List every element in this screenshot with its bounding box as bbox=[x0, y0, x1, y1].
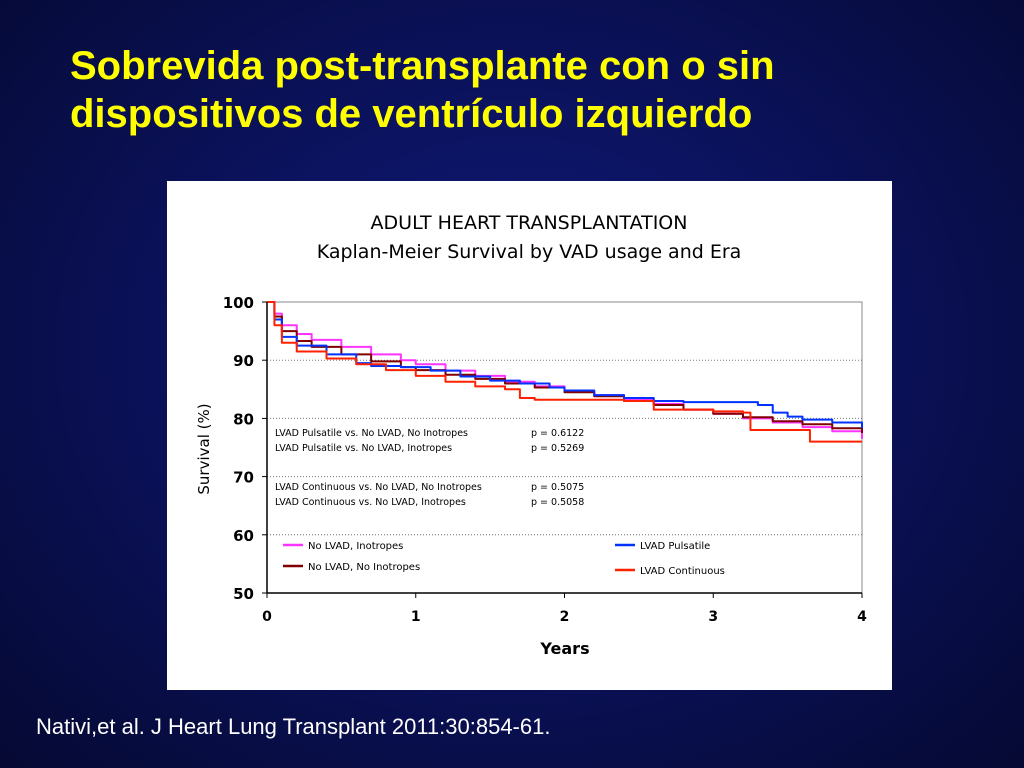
y-tick-label: 60 bbox=[233, 527, 254, 545]
slide-title-line-2: dispositivos de ventrículo izquierdo bbox=[70, 92, 753, 136]
chart-title: ADULT HEART TRANSPLANTATION bbox=[371, 212, 688, 234]
survival-chart: 50 60 70 80 90 100 0 1 2 3 4 ADULT HEART TRANSPLAN… bbox=[195, 212, 867, 658]
chart-legend: No LVAD, Inotropes No LVAD, No Inotropes L… bbox=[283, 541, 725, 577]
y-axis-label: Survival (%) bbox=[195, 403, 213, 494]
series-line-lvad-continuous bbox=[267, 301, 862, 443]
chart-subtitle: Kaplan-Meier Survival by VAD usage and E… bbox=[317, 241, 742, 263]
x-tick-label: 1 bbox=[411, 609, 421, 625]
annotation-p-value: p = 0.5058 bbox=[531, 497, 584, 508]
x-tick-label: 4 bbox=[857, 609, 867, 625]
chart-axes: 50 60 70 80 90 100 0 1 2 3 4 bbox=[223, 294, 867, 625]
annotation-p-value: p = 0.6122 bbox=[531, 428, 584, 439]
annotation-comparison: LVAD Pulsatile vs. No LVAD, Inotropes bbox=[275, 443, 452, 454]
annotation-p-value: p = 0.5269 bbox=[531, 443, 584, 454]
x-tick-label: 0 bbox=[262, 609, 272, 625]
x-tick-label: 2 bbox=[560, 609, 570, 625]
annotation-comparison: LVAD Continuous vs. No LVAD, Inotropes bbox=[275, 497, 466, 508]
citation: Nativi,et al. J Heart Lung Transplant 20… bbox=[36, 714, 551, 739]
annotation-p-value: p = 0.5075 bbox=[531, 482, 584, 493]
y-tick-label: 70 bbox=[233, 469, 254, 487]
y-tick-label: 100 bbox=[223, 294, 254, 312]
annotation-comparison: LVAD Pulsatile vs. No LVAD, No Inotropes bbox=[275, 428, 468, 439]
legend-label: No LVAD, No Inotropes bbox=[308, 562, 420, 573]
chart-series bbox=[267, 301, 863, 443]
slide-title-line-1: Sobrevida post-transplante con o sin bbox=[70, 44, 775, 88]
p-value-annotations: LVAD Pulsatile vs. No LVAD, No Inotropes… bbox=[275, 428, 584, 508]
legend-label: LVAD Pulsatile bbox=[640, 541, 710, 552]
x-tick-label: 3 bbox=[708, 609, 718, 625]
y-tick-label: 90 bbox=[233, 352, 254, 370]
legend-label: No LVAD, Inotropes bbox=[308, 541, 403, 552]
y-tick-label: 50 bbox=[233, 585, 254, 603]
chart-panel: 50 60 70 80 90 100 0 1 2 3 4 ADULT HEART TRANSPLAN… bbox=[167, 181, 892, 690]
x-axis-label: Years bbox=[539, 639, 589, 658]
y-tick-label: 80 bbox=[233, 410, 254, 428]
slide-title: Sobrevida post-transplante con o sin dis… bbox=[70, 42, 970, 138]
legend-label: LVAD Continuous bbox=[640, 566, 725, 577]
annotation-comparison: LVAD Continuous vs. No LVAD, No Inotrope… bbox=[275, 482, 482, 493]
series-line-no-lvad-inotropes bbox=[267, 301, 863, 439]
